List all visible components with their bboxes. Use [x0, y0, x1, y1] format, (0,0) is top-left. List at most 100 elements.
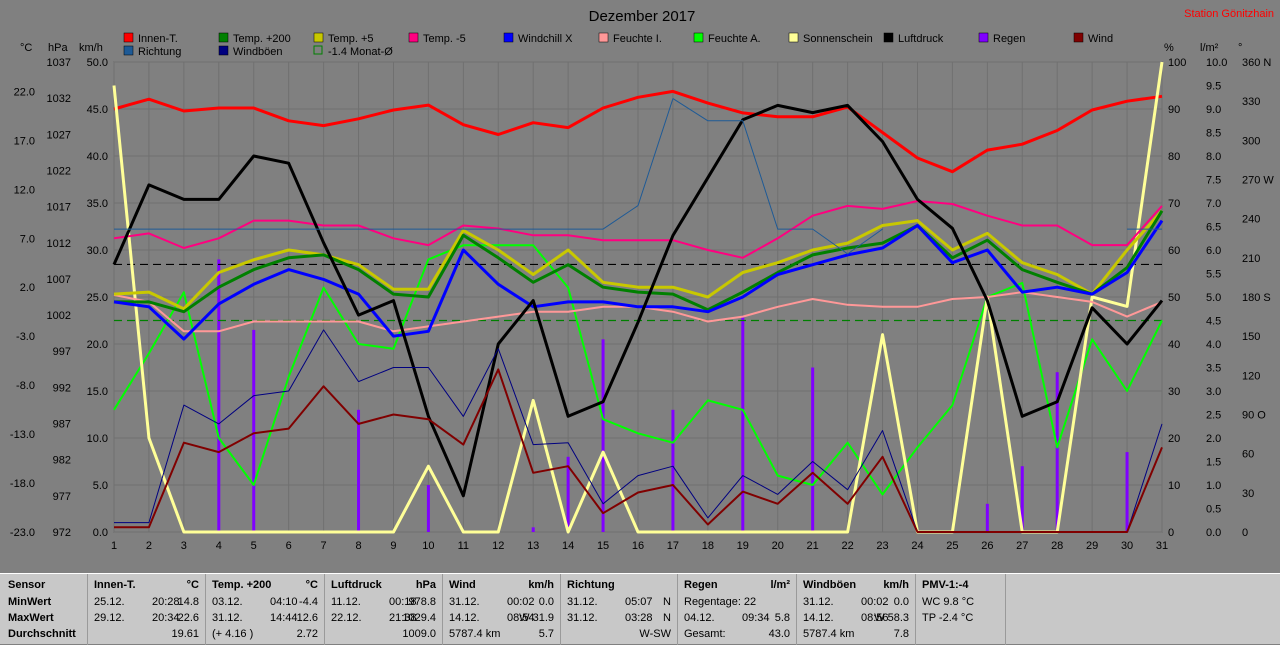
- stat-cell: N: [663, 596, 671, 608]
- legend-label: Windböen: [233, 46, 283, 58]
- stat-cell: 5787.4 km: [803, 628, 855, 640]
- x-tick-label: 24: [911, 540, 923, 552]
- x-tick-label: 16: [632, 540, 644, 552]
- stat-cell: 14.12.: [803, 612, 834, 624]
- stat-row: 29.12. 20:34 22.6: [94, 612, 199, 628]
- legend-swatch: [218, 32, 229, 43]
- tick-label-humidity: 40: [1168, 339, 1180, 351]
- min-label: MinWert: [8, 596, 52, 608]
- rain-bar: [1055, 372, 1059, 532]
- tick-label-rain: 2.5: [1206, 410, 1221, 422]
- tick-label-rain: 6.0: [1206, 245, 1221, 257]
- stat-title: Regen: [684, 579, 718, 591]
- stat-cell: 12.6: [296, 612, 318, 624]
- stat-cell: 19.61: [171, 628, 199, 640]
- stat-block: Innen-T. °C 25.12. 20:28 14.8 29.12. 20:34 22.6…: [88, 574, 206, 645]
- stat-row: 19.61: [94, 628, 199, 644]
- avg-label: Durchschnitt: [8, 628, 76, 640]
- tick-label-rain: 9.5: [1206, 81, 1221, 93]
- x-tick-label: 25: [946, 540, 958, 552]
- tick-label-direction: 360 N: [1242, 57, 1271, 69]
- tick-label-wind: 45.0: [87, 104, 108, 116]
- stat-cell: Regentage: 22: [684, 596, 757, 608]
- weather-chart: Dezember 2017 Station Gönitzhain °C hPa …: [9, 8, 1275, 552]
- tick-label-rain: 8.0: [1206, 151, 1221, 163]
- tick-label-temp_c: -18.0: [10, 478, 35, 490]
- x-tick-label: 4: [216, 540, 222, 552]
- stat-cell: TP -2.4 °C: [922, 612, 974, 624]
- unit-temp: °C: [20, 42, 32, 54]
- stat-row: Gesamt: 43.0: [684, 628, 790, 644]
- legend-swatch: [218, 45, 229, 56]
- stat-cell: 29.12.: [94, 612, 125, 624]
- rain-bar: [1020, 466, 1024, 532]
- stat-row: 25.12. 20:28 14.8: [94, 596, 199, 612]
- unit-direction: °: [1238, 42, 1242, 54]
- tick-label-pressure: 1007: [47, 274, 71, 286]
- tick-label-pressure: 997: [53, 346, 71, 358]
- tick-label-rain: 0.5: [1206, 504, 1221, 516]
- tick-label-direction: 60: [1242, 449, 1254, 461]
- x-tick-label: 15: [597, 540, 609, 552]
- stat-cell: 03.12.: [212, 596, 243, 608]
- tick-label-temp_c: -3.0: [16, 331, 35, 343]
- legend: Innen-T. Temp. +200 Temp. +5 Temp. -5 Windch…: [123, 32, 1113, 58]
- legend-item: Richtung: [123, 45, 181, 58]
- stat-cell: W-SW: [639, 628, 671, 640]
- rain-bar: [426, 485, 430, 532]
- max-label: MaxWert: [8, 612, 54, 624]
- legend-swatch: [313, 45, 323, 55]
- legend-label: Richtung: [138, 46, 181, 58]
- rain-bar: [985, 503, 989, 532]
- x-tick-label: 2: [146, 540, 152, 552]
- stat-cell: 20:28: [152, 596, 180, 608]
- stat-block: Temp. +200 °C 03.12. 04:10 -4.4 31.12. 14:44 12…: [206, 574, 325, 645]
- tick-label-rain: 7.0: [1206, 198, 1221, 210]
- tick-label-pressure: 992: [53, 382, 71, 394]
- legend-item: Windböen: [218, 45, 283, 58]
- x-tick-label: 27: [1016, 540, 1028, 552]
- stat-cell: 31.12.: [449, 596, 480, 608]
- legend-item: Innen-T.: [123, 32, 178, 45]
- x-tick-label: 19: [737, 540, 749, 552]
- legend-swatch: [123, 32, 134, 43]
- x-tick-label: 14: [562, 540, 574, 552]
- tick-label-direction: 120: [1242, 370, 1260, 382]
- rain-bar: [1125, 452, 1129, 532]
- sensor-column: Sensor MinWert MaxWert Durchschnitt: [0, 574, 88, 645]
- legend-swatch: [408, 32, 419, 43]
- stat-title: Innen-T.: [94, 579, 136, 591]
- series-line: [113, 200, 1163, 259]
- stat-cell: 04.12.: [684, 612, 715, 624]
- legend-label: Innen-T.: [138, 33, 178, 45]
- legend-swatch: [978, 32, 989, 43]
- tick-label-rain: 3.5: [1206, 363, 1221, 375]
- legend-item: -1.4 Monat-Ø: [313, 45, 393, 58]
- stat-title: Windböen: [803, 579, 857, 591]
- stat-cell: 14.8: [177, 596, 199, 608]
- x-axis-ticks: 1 2 3 4 5 6 7 8 9 10 11 12 13 14 15 16 17 18 19 20 21 22 23 24 2…: [111, 540, 1168, 552]
- tick-label-rain: 1.0: [1206, 480, 1221, 492]
- stat-title: Wind: [449, 579, 476, 591]
- legend-swatch: [883, 32, 894, 43]
- stat-block: Luftdruck hPa 11.12. 00:18 978.8 22.12. 21:38 1…: [325, 574, 443, 645]
- tick-label-humidity: 30: [1168, 386, 1180, 398]
- rain-bar: [357, 409, 361, 532]
- tick-label-rain: 5.0: [1206, 292, 1221, 304]
- station-name: Station Gönitzhain: [1184, 8, 1274, 20]
- x-tick-label: 30: [1121, 540, 1133, 552]
- stat-unit: km/h: [883, 579, 909, 591]
- stat-cell: 7.8: [893, 628, 909, 640]
- legend-label: Temp. +5: [328, 33, 374, 45]
- rain-bar: [252, 329, 256, 532]
- tick-label-direction: 150: [1242, 331, 1260, 343]
- stat-row: 31.12. 00:02 0.0: [449, 596, 554, 612]
- stat-cell: 22.6: [177, 612, 199, 624]
- x-tick-label: 23: [876, 540, 888, 552]
- stat-cell: 0.0: [893, 596, 909, 608]
- tick-label-temp_c: 7.0: [20, 233, 35, 245]
- tick-label-pressure: 1027: [47, 129, 71, 141]
- stat-unit: hPa: [415, 579, 436, 591]
- stat-cell: 5.7: [538, 628, 554, 640]
- tick-label-direction: 0: [1242, 527, 1248, 539]
